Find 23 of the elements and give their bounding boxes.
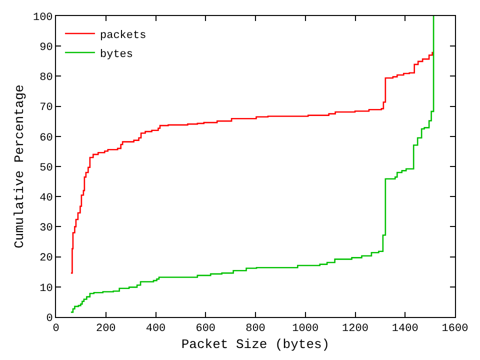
x-tick-label: 800	[246, 323, 266, 336]
y-tick-label: 80	[40, 72, 53, 84]
y-tick-label: 50	[40, 162, 53, 174]
y-tick-label: 10	[40, 282, 53, 295]
x-tick-label: 400	[146, 323, 166, 336]
y-tick-label: 100	[32, 12, 53, 24]
legend-label: packets	[100, 30, 146, 42]
y-tick-label: 60	[40, 132, 53, 144]
x-tick-label: 1200	[342, 323, 368, 336]
y-tick-label: 70	[40, 102, 53, 114]
y-tick-label: 30	[40, 222, 53, 235]
x-tick-label: 1600	[442, 323, 468, 336]
x-tick-label: 1400	[392, 323, 418, 336]
x-tick-label: 200	[96, 323, 116, 336]
y-tick-label: 0	[46, 312, 53, 325]
x-tick-label: 600	[196, 323, 216, 336]
legend-label: bytes	[100, 48, 134, 61]
y-tick-label: 40	[40, 192, 53, 204]
y-tick-label: 90	[40, 42, 53, 54]
y-axis-title: Cumulative Percentage	[12, 84, 27, 248]
x-tick-label: 1000	[292, 323, 319, 336]
y-tick-label: 20	[40, 252, 53, 265]
x-axis-title: Packet Size (bytes)	[181, 336, 330, 352]
